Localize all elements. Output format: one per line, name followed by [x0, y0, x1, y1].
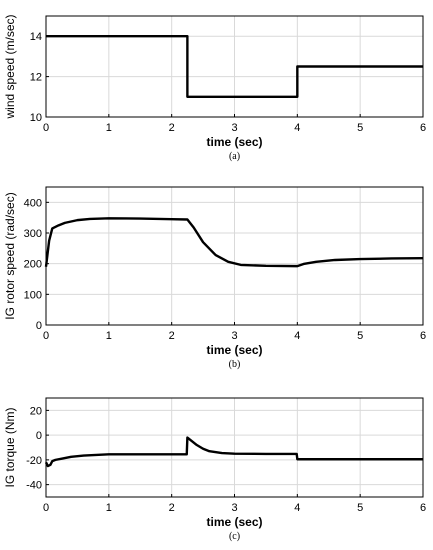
x-tick-label-b-5: 5 — [357, 330, 363, 342]
x-tick-label-c-0: 0 — [43, 502, 49, 514]
series-line-a — [46, 35, 423, 98]
y-tick-label-b-2: 200 — [24, 259, 42, 271]
x-ticks-c: 0 1 2 3 4 5 6 — [43, 494, 426, 514]
x-tick-label-c-3: 3 — [231, 502, 237, 514]
grid-c — [45, 398, 424, 497]
grid-b — [45, 187, 424, 326]
panel-c: 0 1 2 3 4 5 6 -40 -20 0 20 time (sec) IG torque (… — [3, 397, 426, 542]
x-tick-label-a-2: 2 — [169, 122, 175, 134]
y-tick-label-c-2: 0 — [36, 430, 42, 442]
series-line-b — [44, 217, 424, 268]
y-tick-label-c-0: -40 — [26, 480, 42, 492]
caption-a: (a) — [229, 151, 240, 162]
y-axis-label-a: wind speed (m/sec) — [3, 14, 17, 119]
x-tick-label-b-1: 1 — [106, 330, 112, 342]
y-ticks-a: 10 12 14 — [30, 31, 49, 124]
y-tick-label-a-0: 10 — [30, 112, 42, 124]
x-tick-label-b-2: 2 — [169, 330, 175, 342]
y-tick-label-b-4: 400 — [24, 197, 42, 209]
x-tick-label-a-0: 0 — [43, 122, 49, 134]
x-tick-label-b-4: 4 — [294, 330, 300, 342]
x-axis-label-a: time (sec) — [206, 135, 262, 149]
y-tick-label-c-1: -20 — [26, 455, 42, 467]
x-tick-label-b-0: 0 — [43, 330, 49, 342]
caption-c: (c) — [229, 531, 240, 542]
series-line-c — [44, 436, 423, 468]
y-tick-label-a-2: 14 — [30, 31, 42, 43]
x-tick-label-c-4: 4 — [294, 502, 300, 514]
y-tick-label-c-3: 20 — [30, 405, 42, 417]
y-ticks-c: -40 -20 0 20 — [26, 405, 49, 492]
y-tick-label-b-3: 300 — [24, 228, 42, 240]
y-tick-label-b-0: 0 — [36, 320, 42, 332]
x-tick-label-a-6: 6 — [420, 122, 426, 134]
x-tick-label-a-4: 4 — [294, 122, 300, 134]
y-tick-label-a-1: 12 — [30, 72, 42, 84]
x-tick-label-a-3: 3 — [231, 122, 237, 134]
x-tick-label-b-6: 6 — [420, 330, 426, 342]
x-ticks-a: 0 1 2 3 4 5 6 — [43, 114, 426, 134]
y-tick-label-b-1: 100 — [24, 289, 42, 301]
caption-b: (b) — [229, 359, 241, 370]
x-tick-label-c-1: 1 — [106, 502, 112, 514]
x-axis-label-b: time (sec) — [206, 343, 262, 357]
y-axis-label-c: IG torque (Nm) — [3, 407, 17, 487]
x-tick-label-a-5: 5 — [357, 122, 363, 134]
y-ticks-b: 0 100 200 300 400 — [24, 197, 49, 332]
panel-b: 0 1 2 3 4 5 6 0 100 200 300 400 time (sec) IG roto… — [3, 186, 426, 370]
x-tick-label-a-1: 1 — [106, 122, 112, 134]
x-ticks-b: 0 1 2 3 4 5 6 — [43, 322, 426, 342]
x-tick-label-c-6: 6 — [420, 502, 426, 514]
x-tick-label-c-2: 2 — [169, 502, 175, 514]
x-tick-label-b-3: 3 — [231, 330, 237, 342]
y-axis-label-b: IG rotor speed (rad/sec) — [3, 192, 17, 319]
x-axis-label-c: time (sec) — [206, 515, 262, 529]
x-tick-label-c-5: 5 — [357, 502, 363, 514]
